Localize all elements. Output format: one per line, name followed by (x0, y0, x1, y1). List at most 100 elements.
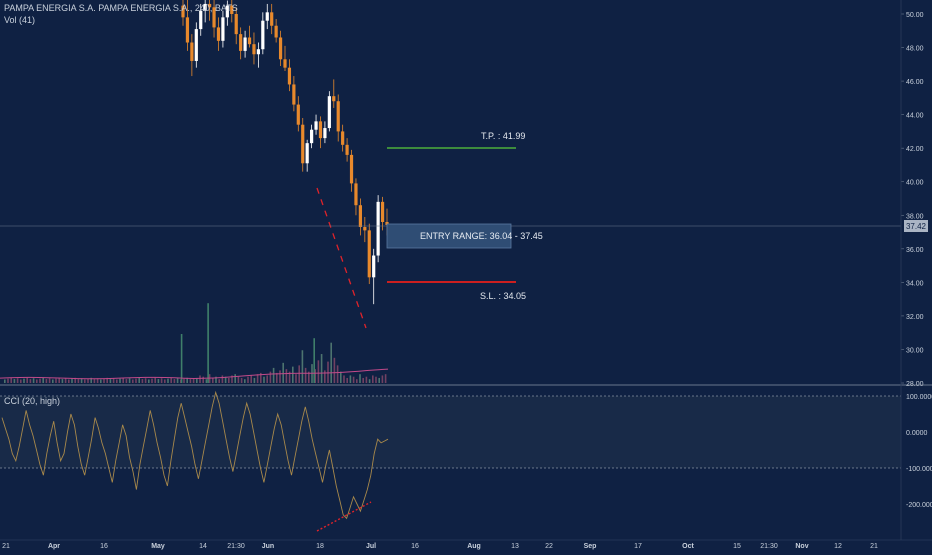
candle-body (278, 37, 283, 60)
volume-bar (32, 378, 35, 383)
volume-bar (103, 378, 105, 383)
volume-bar (301, 350, 304, 383)
volume-bar (240, 377, 243, 383)
time-axis-tick: Jul (366, 543, 376, 550)
time-axis-tick: 21 (870, 543, 878, 550)
volume-bar (109, 379, 112, 383)
time-axis-tick: 16 (411, 543, 419, 550)
symbol-title: PAMPA ENERGIA S.A. PAMPA ENERGIA S.A., 2… (4, 3, 238, 13)
candle-body (287, 67, 292, 85)
candle-body (194, 29, 198, 61)
volume-bar (253, 377, 256, 383)
volume-bar (266, 375, 268, 383)
cci-line (1, 390, 389, 520)
volume-bar (228, 377, 230, 383)
time-axis-tick: Apr (48, 543, 60, 550)
volume-bar (314, 369, 316, 383)
volume-bar (340, 371, 342, 383)
volume-bar (244, 379, 246, 383)
candle-body (247, 37, 252, 45)
volume-bar (324, 370, 326, 383)
volume-bar (212, 377, 214, 383)
volume-spike (313, 338, 315, 383)
volume-bar (170, 377, 172, 383)
price-axis: 28.00 30.00 32.00 34.00 36.00 38.00 40.00 42.00… (901, 12, 924, 388)
candle-body (225, 5, 229, 18)
volume-bar (352, 376, 355, 383)
volume-moving-average (0, 368, 389, 380)
candle-body (283, 59, 287, 68)
volume-legend: Vol (41) (4, 15, 36, 25)
volume-bar (298, 365, 300, 383)
candle-body (203, 3, 207, 11)
last-price-tag (904, 220, 928, 232)
candle-body (310, 129, 314, 144)
volume-bar (320, 354, 323, 383)
volume-spike (180, 334, 183, 383)
volume-bar (100, 379, 102, 383)
candle-body (385, 221, 389, 226)
volume-bar (237, 376, 240, 383)
volume-bar (330, 342, 332, 383)
price-axis-tick: 32.00 (906, 314, 924, 321)
cci-axis-tick: -100.0000 (906, 466, 932, 473)
cci-divergence-line (316, 501, 372, 532)
candle-body (296, 104, 300, 125)
volume-bar (250, 375, 252, 383)
volume-bar (90, 377, 92, 383)
volume-bar (381, 375, 384, 383)
volume-bar (288, 371, 291, 383)
time-axis-tick: Nov (795, 543, 808, 550)
volume-bar (263, 376, 265, 383)
candle-body (341, 131, 345, 145)
time-axis-tick: 13 (511, 543, 519, 550)
volume-bar (84, 379, 86, 383)
entry-range-label: ENTRY RANGE: 36.04 - 37.45 (420, 231, 543, 241)
volume-bar (64, 378, 67, 383)
volume-bar (58, 377, 60, 383)
candles (181, 0, 389, 305)
candle-body (212, 7, 216, 28)
candle-body (221, 17, 225, 41)
time-axis-tick: Sep (584, 543, 597, 550)
price-axis-tick: 38.00 (906, 213, 924, 220)
volume-bar (234, 374, 236, 383)
candle-body (372, 255, 376, 278)
volume-bar (87, 378, 89, 383)
volume-bar (135, 378, 137, 383)
volume-bar (122, 377, 124, 383)
volume-bar (10, 377, 12, 383)
candle-body (274, 25, 278, 38)
volume-bar (45, 379, 48, 383)
volume-bar (20, 379, 22, 383)
candle-body (367, 230, 371, 278)
candle-body (185, 17, 190, 43)
candle-body (314, 121, 318, 130)
candle-body (318, 121, 323, 139)
candle-body (234, 14, 238, 35)
time-axis-tick: 16 (100, 543, 108, 550)
price-axis-tick: 44.00 (906, 113, 924, 120)
candle-body (243, 37, 247, 51)
cci-axis-tick: -200.0000 (906, 502, 932, 509)
volume-bar (272, 367, 275, 383)
time-axis: 21 Apr 16 May 14 21:30 Jun 18 Jul 16 Aug 13 22 Sep 17 O… (2, 543, 878, 550)
volume-bar (333, 357, 336, 383)
volume-bar (151, 378, 153, 383)
volume-bar (93, 379, 96, 383)
volume-bar (23, 378, 25, 383)
volume-bar (176, 378, 179, 383)
volume-bar (349, 375, 352, 383)
stop-loss-label: S.L. : 34.05 (480, 291, 526, 301)
volume-bar (77, 379, 80, 383)
time-axis-tick: 22 (545, 543, 553, 550)
price-axis-tick: 34.00 (906, 280, 924, 287)
candle-body (292, 84, 296, 105)
volume-bar (55, 378, 57, 383)
volume-bar (295, 374, 297, 383)
entry-range-box[interactable] (386, 223, 512, 249)
volume-bar (336, 365, 339, 383)
price-axis-tick: 40.00 (906, 180, 924, 187)
price-axis-tick: 36.00 (906, 247, 924, 254)
